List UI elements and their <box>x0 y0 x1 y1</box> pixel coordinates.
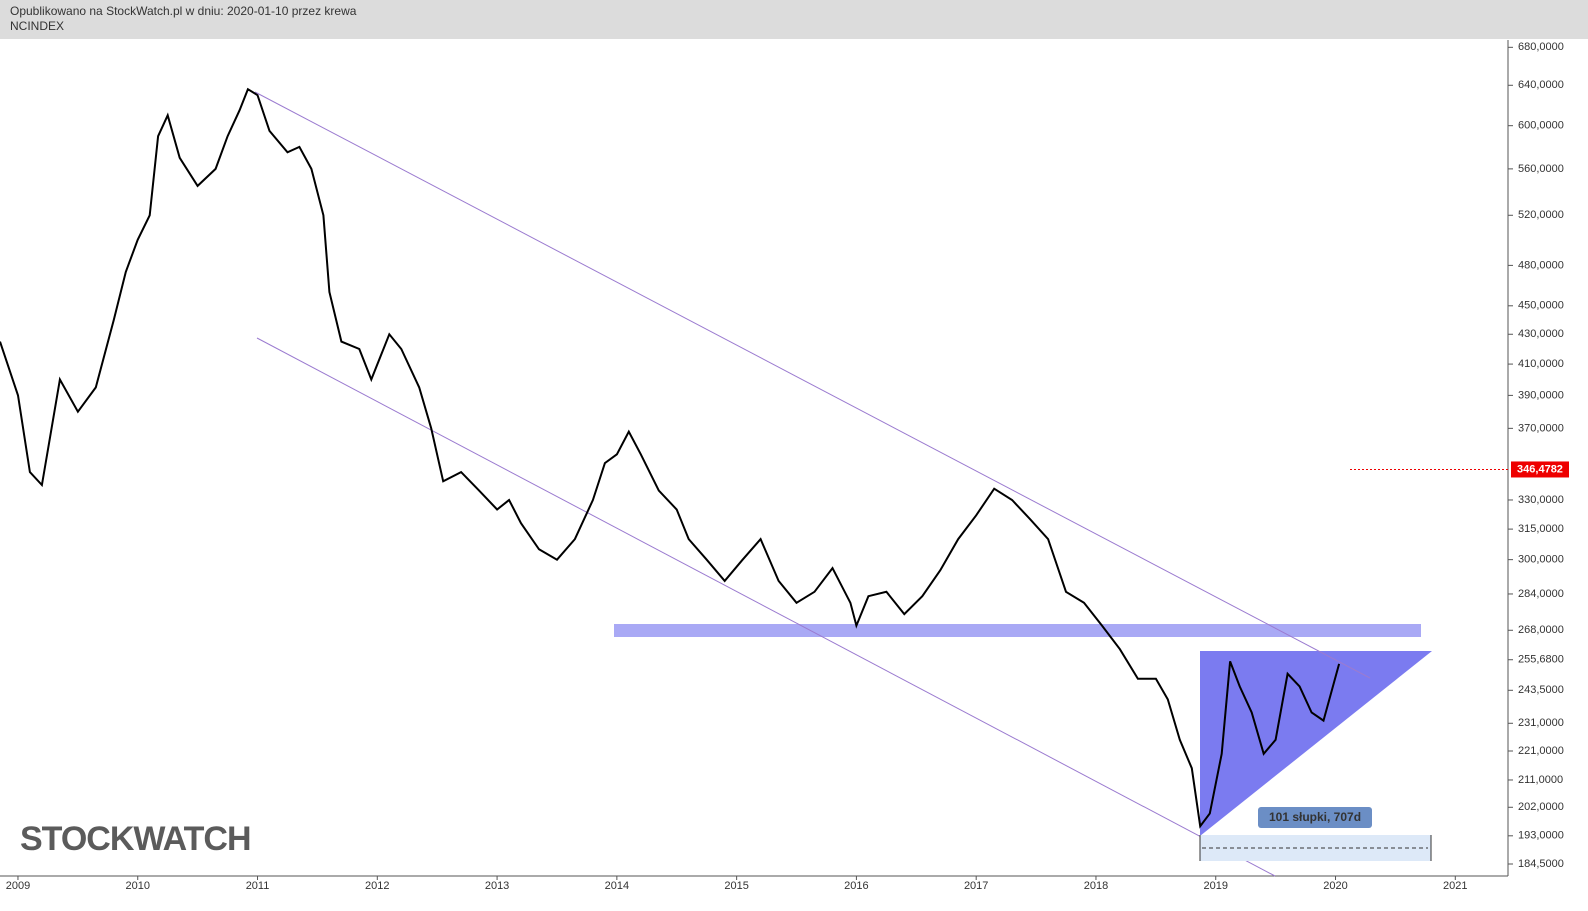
x-tick-label: 2011 <box>246 880 270 892</box>
last-price-label: 346,4782 <box>1517 463 1563 475</box>
measure-label: 101 słupki, 707d <box>1269 810 1361 824</box>
last-price-tag <box>1511 461 1569 478</box>
y-tick-label: 255,6800 <box>1518 654 1564 666</box>
y-tick-label: 184,5000 <box>1518 858 1564 870</box>
y-tick-label: 390,0000 <box>1518 389 1564 401</box>
symbol: NCINDEX <box>10 19 64 33</box>
x-tick-label: 2009 <box>6 880 30 892</box>
x-tick-label: 2017 <box>964 880 988 892</box>
y-tick-label: 211,0000 <box>1518 774 1563 786</box>
x-tick-label: 2021 <box>1443 880 1467 892</box>
y-tick-label: 370,0000 <box>1518 422 1564 434</box>
y-tick-label: 268,0000 <box>1518 624 1564 636</box>
x-tick-label: 2010 <box>126 880 150 892</box>
x-tick-label: 2012 <box>365 880 389 892</box>
x-tick-label: 2018 <box>1084 880 1108 892</box>
y-tick-label: 480,0000 <box>1518 259 1564 271</box>
y-tick-label: 680,0000 <box>1518 41 1564 53</box>
y-tick-label: 231,0000 <box>1518 717 1564 729</box>
y-tick-label: 221,0000 <box>1518 745 1564 757</box>
y-tick-label: 330,0000 <box>1518 494 1564 506</box>
watermark: STOCKWATCH <box>20 820 251 858</box>
y-tick-label: 300,0000 <box>1518 554 1564 566</box>
y-tick-label: 243,5000 <box>1518 684 1564 696</box>
y-tick-label: 560,0000 <box>1518 163 1564 175</box>
price-line <box>0 87 1341 829</box>
support-band <box>614 624 1421 637</box>
y-tick-label: 410,0000 <box>1518 358 1564 370</box>
x-tick-label: 2015 <box>724 880 748 892</box>
y-tick-label: 600,0000 <box>1518 120 1564 132</box>
y-tick-label: 315,0000 <box>1518 523 1564 535</box>
x-tick-label: 2019 <box>1204 880 1228 892</box>
trend-line-lower <box>256 337 1276 877</box>
publication-note: Opublikowano na StockWatch.pl w dniu: 20… <box>10 4 357 18</box>
header-bar <box>0 0 1588 39</box>
trend-line-upper <box>254 91 1371 679</box>
y-tick-label: 202,0000 <box>1518 801 1564 813</box>
y-tick-label: 450,0000 <box>1518 300 1564 312</box>
y-tick-label: 284,0000 <box>1518 588 1564 600</box>
measure-label-bg <box>1258 807 1372 828</box>
y-tick-label: 430,0000 <box>1518 328 1564 340</box>
y-tick-label: 193,0000 <box>1518 830 1564 842</box>
x-tick-label: 2014 <box>605 880 629 892</box>
triangle-pattern <box>1200 651 1432 836</box>
x-tick-label: 2013 <box>485 880 509 892</box>
x-tick-label: 2020 <box>1323 880 1347 892</box>
y-tick-label: 640,0000 <box>1518 79 1564 91</box>
x-tick-label: 2016 <box>844 880 868 892</box>
y-tick-label: 520,0000 <box>1518 209 1564 221</box>
